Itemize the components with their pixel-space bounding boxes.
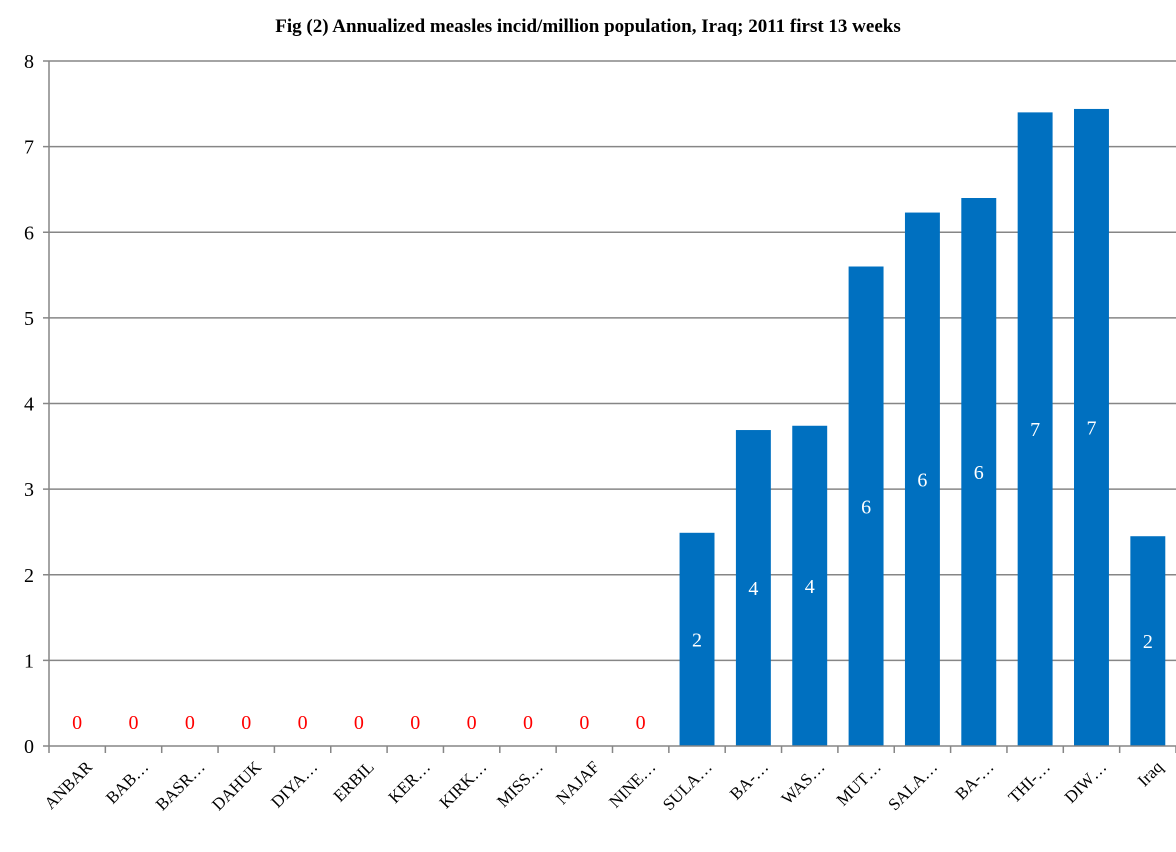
bar [1017,112,1053,746]
category-label: BA-… [726,757,772,803]
category-label: DAHUK [208,757,265,814]
category-label: DIW… [1061,757,1110,806]
data-label: 0 [354,712,364,734]
data-label: 2 [692,629,702,651]
y-tick-label: 3 [24,479,34,501]
chart-title: Fig (2) Annualized measles incid/million… [275,16,901,37]
data-label: 0 [410,712,420,734]
data-label: 0 [298,712,308,734]
data-label: 0 [467,712,477,734]
category-label: NAJAF [552,757,603,808]
bar [1130,536,1166,746]
bar [735,430,771,746]
category-label: BASR… [152,757,209,814]
data-label: 0 [523,712,533,734]
y-tick-label: 8 [24,51,34,73]
category-label: SALA… [884,757,941,814]
data-label: 7 [1030,419,1040,441]
data-label: 0 [636,712,646,734]
category-label: KER… [385,757,434,806]
data-label: 0 [579,712,589,734]
y-tick-label: 4 [24,394,34,416]
data-label: 4 [805,576,815,598]
data-label: 0 [72,712,82,734]
category-label: MISS… [493,757,547,811]
category-label: SULA… [659,757,716,814]
category-label: DIYA… [267,757,321,811]
bar [1074,108,1109,746]
data-label: 6 [974,462,984,484]
bar [961,198,997,746]
y-tick-label: 1 [24,650,34,672]
data-label: 0 [241,712,251,734]
category-label: BAB… [102,757,152,807]
y-tick-label: 0 [24,736,34,758]
y-tick-label: 7 [24,137,34,159]
y-tick-label: 2 [24,565,34,587]
y-tick-label: 5 [24,308,34,330]
y-tick-label: 6 [24,222,34,244]
bar [679,532,715,746]
category-label: NINE… [605,757,659,811]
data-label: 0 [129,712,139,734]
bars [679,108,1166,746]
bar [848,266,884,746]
data-label: 6 [917,469,927,491]
data-label: 2 [1143,631,1153,653]
category-label: BA-… [951,757,997,803]
category-label: Iraq [1134,757,1167,790]
gridlines [49,60,1176,662]
category-label: WAS… [778,757,829,808]
data-label: 7 [1086,417,1096,439]
bar [792,425,828,746]
category-label: THI-… [1004,757,1053,806]
axes [43,60,1176,753]
data-label: 6 [861,496,871,518]
data-label: 4 [748,578,758,600]
category-label: KIRK… [436,757,491,812]
data-label: 0 [185,712,195,734]
category-label: ERBIL [330,757,378,805]
bar [904,212,940,746]
category-label: MUT… [833,757,885,809]
category-label: ANBAR [40,757,96,813]
